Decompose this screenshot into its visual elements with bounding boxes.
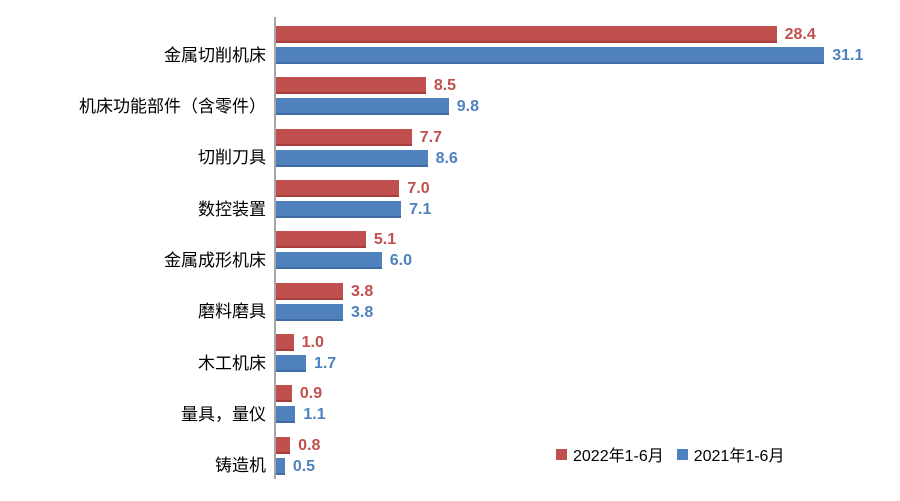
category-label: 木工机床 <box>198 353 266 373</box>
bar-2021 <box>276 201 402 218</box>
legend-label-2021: 2021年1-6月 <box>693 448 785 465</box>
bar-2021 <box>276 98 449 116</box>
bar-2022 <box>276 334 294 351</box>
category-axis-line <box>274 17 276 479</box>
category-label: 铸造机 <box>215 456 266 476</box>
bar-2022 <box>276 128 412 146</box>
value-label: 7.0 <box>407 180 430 197</box>
category-label: 磨料磨具 <box>198 302 266 322</box>
value-label: 7.1 <box>409 201 432 218</box>
value-label: 6.0 <box>389 252 412 270</box>
category-label: 量具，量仪 <box>181 404 266 424</box>
bar-2022 <box>276 282 343 300</box>
bar-2021 <box>276 252 382 270</box>
bar-2022 <box>276 436 291 454</box>
bar-2021 <box>276 355 306 372</box>
value-label: 0.9 <box>299 385 323 403</box>
value-label: 8.5 <box>433 77 457 95</box>
bar-2021 <box>276 47 825 64</box>
legend: 2022年1-6月 2021年1-6月 <box>556 442 784 466</box>
bar-2022 <box>276 231 366 249</box>
value-label: 7.7 <box>419 128 442 146</box>
legend-swatch-2021-icon <box>676 448 688 460</box>
bar-2021 <box>276 457 285 475</box>
value-label: 1.7 <box>313 355 337 372</box>
category-label: 切削刀具 <box>198 148 266 168</box>
legend-item-2022: 2022年1-6月 <box>556 442 664 466</box>
value-label: 8.6 <box>435 149 458 167</box>
value-label: 31.1 <box>832 47 864 64</box>
category-label: 金属成形机床 <box>164 250 266 270</box>
value-label: 5.1 <box>373 231 397 249</box>
category-label: 金属切削机床 <box>164 45 266 65</box>
legend-swatch-2022-icon <box>556 448 567 460</box>
category-label: 机床功能部件（含零件） <box>79 96 266 116</box>
value-label: 0.8 <box>298 436 321 454</box>
bar-2022 <box>276 77 426 95</box>
category-label: 数控装置 <box>198 199 266 219</box>
value-label: 3.8 <box>350 303 374 321</box>
legend-label-2022: 2022年1-6月 <box>573 448 664 465</box>
value-label: 3.8 <box>350 282 374 300</box>
bar-2022 <box>276 385 292 403</box>
bar-2022 <box>276 180 400 197</box>
value-label: 0.5 <box>292 457 316 475</box>
legend-item-2021: 2021年1-6月 <box>676 442 785 466</box>
value-label: 28.4 <box>784 26 816 43</box>
bar-2021 <box>276 149 428 167</box>
value-label: 1.1 <box>303 406 326 424</box>
bar-2021 <box>276 303 343 321</box>
value-label: 9.8 <box>456 98 479 116</box>
bar-2021 <box>276 406 296 424</box>
value-label: 1.0 <box>301 334 324 351</box>
bar-2022 <box>276 26 777 43</box>
